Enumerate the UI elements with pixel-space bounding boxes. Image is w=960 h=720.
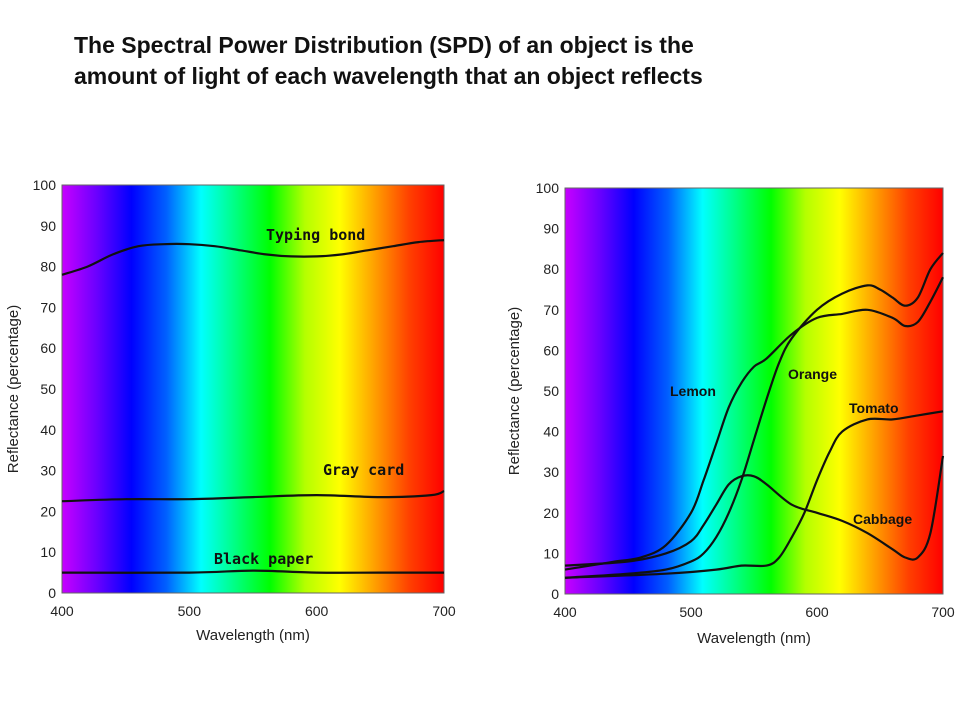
right-y-axis-label: Reflectance (percentage) (506, 307, 523, 475)
left-y-tick-label: 0 (48, 585, 56, 601)
right-y-tick-label: 60 (543, 342, 559, 358)
right-y-tick-label: 100 (536, 180, 560, 196)
right-x-tick-label: 400 (553, 604, 577, 620)
series-line-typing-bond (61, 239, 445, 276)
right-series-lines (564, 252, 945, 579)
left-y-tick-label: 80 (40, 259, 56, 275)
right-y-tick-label: 20 (543, 505, 559, 521)
right-y-tick-label: 50 (543, 383, 559, 399)
right-y-tick-label: 10 (543, 545, 559, 561)
left-plot-frame (61, 184, 445, 594)
left-y-tick-label: 90 (40, 218, 56, 234)
left-y-tick-label: 30 (40, 463, 56, 479)
right-x-tick-label: 700 (931, 604, 955, 620)
title-line-2: amount of light of each wavelength that … (74, 63, 703, 89)
label-tomato: Tomato (849, 400, 899, 416)
right-x-axis-label: Wavelength (nm) (697, 630, 811, 647)
series-line-orange (564, 252, 944, 579)
series-line-tomato (564, 410, 944, 579)
label-black-paper: Black paper (214, 550, 313, 568)
right-y-tick-label: 70 (543, 302, 559, 318)
series-line-black-paper (61, 569, 444, 574)
left-series-lines (61, 239, 445, 574)
label-orange: Orange (788, 366, 837, 382)
left-y-tick-label: 60 (40, 340, 56, 356)
left-x-axis-label: Wavelength (nm) (196, 627, 310, 644)
left-x-tick-label: 700 (432, 603, 456, 619)
series-line-gray-card (61, 489, 445, 503)
right-x-tick-label: 500 (679, 604, 703, 620)
left-y-tick-label: 50 (40, 381, 56, 397)
left-y-tick-label: 40 (40, 422, 56, 438)
series-line-lemon (564, 276, 944, 571)
label-lemon: Lemon (670, 383, 716, 399)
right-y-tick-label: 40 (543, 424, 559, 440)
left-y-tick-label: 10 (40, 544, 56, 560)
right-plot-frame (564, 187, 944, 595)
right-axis-ticks: 0 10 20 30 40 50 60 70 80 90 100 400 500 600 700 (536, 180, 955, 620)
series-line-cabbage (564, 455, 945, 567)
right-y-tick-label: 0 (551, 586, 559, 602)
label-cabbage: Cabbage (853, 511, 912, 527)
left-x-tick-label: 500 (178, 603, 202, 619)
left-chart: 0 10 20 30 40 50 60 70 80 90 100 400 500 600 700 Wavel… (5, 177, 456, 644)
left-x-tick-label: 600 (305, 603, 329, 619)
left-y-tick-label: 70 (40, 299, 56, 315)
left-y-tick-label: 100 (33, 177, 57, 193)
right-y-tick-label: 80 (543, 261, 559, 277)
label-typing-bond: Typing bond (266, 226, 365, 244)
left-axis-ticks: 0 10 20 30 40 50 60 70 80 90 100 400 500 600 700 (33, 177, 456, 619)
right-plot-background (565, 188, 943, 594)
slide-title: The Spectral Power Distribution (SPD) of… (74, 30, 874, 92)
left-y-tick-label: 20 (40, 503, 56, 519)
right-y-tick-label: 30 (543, 464, 559, 480)
right-chart: 0 10 20 30 40 50 60 70 80 90 100 400 500 600 700 Wavel… (506, 180, 955, 647)
right-y-tick-label: 90 (543, 221, 559, 237)
right-x-tick-label: 600 (805, 604, 829, 620)
left-x-tick-label: 400 (50, 603, 74, 619)
title-line-1: The Spectral Power Distribution (SPD) of… (74, 32, 694, 58)
label-gray-card: Gray card (323, 461, 404, 479)
left-y-axis-label: Reflectance (percentage) (5, 305, 22, 473)
